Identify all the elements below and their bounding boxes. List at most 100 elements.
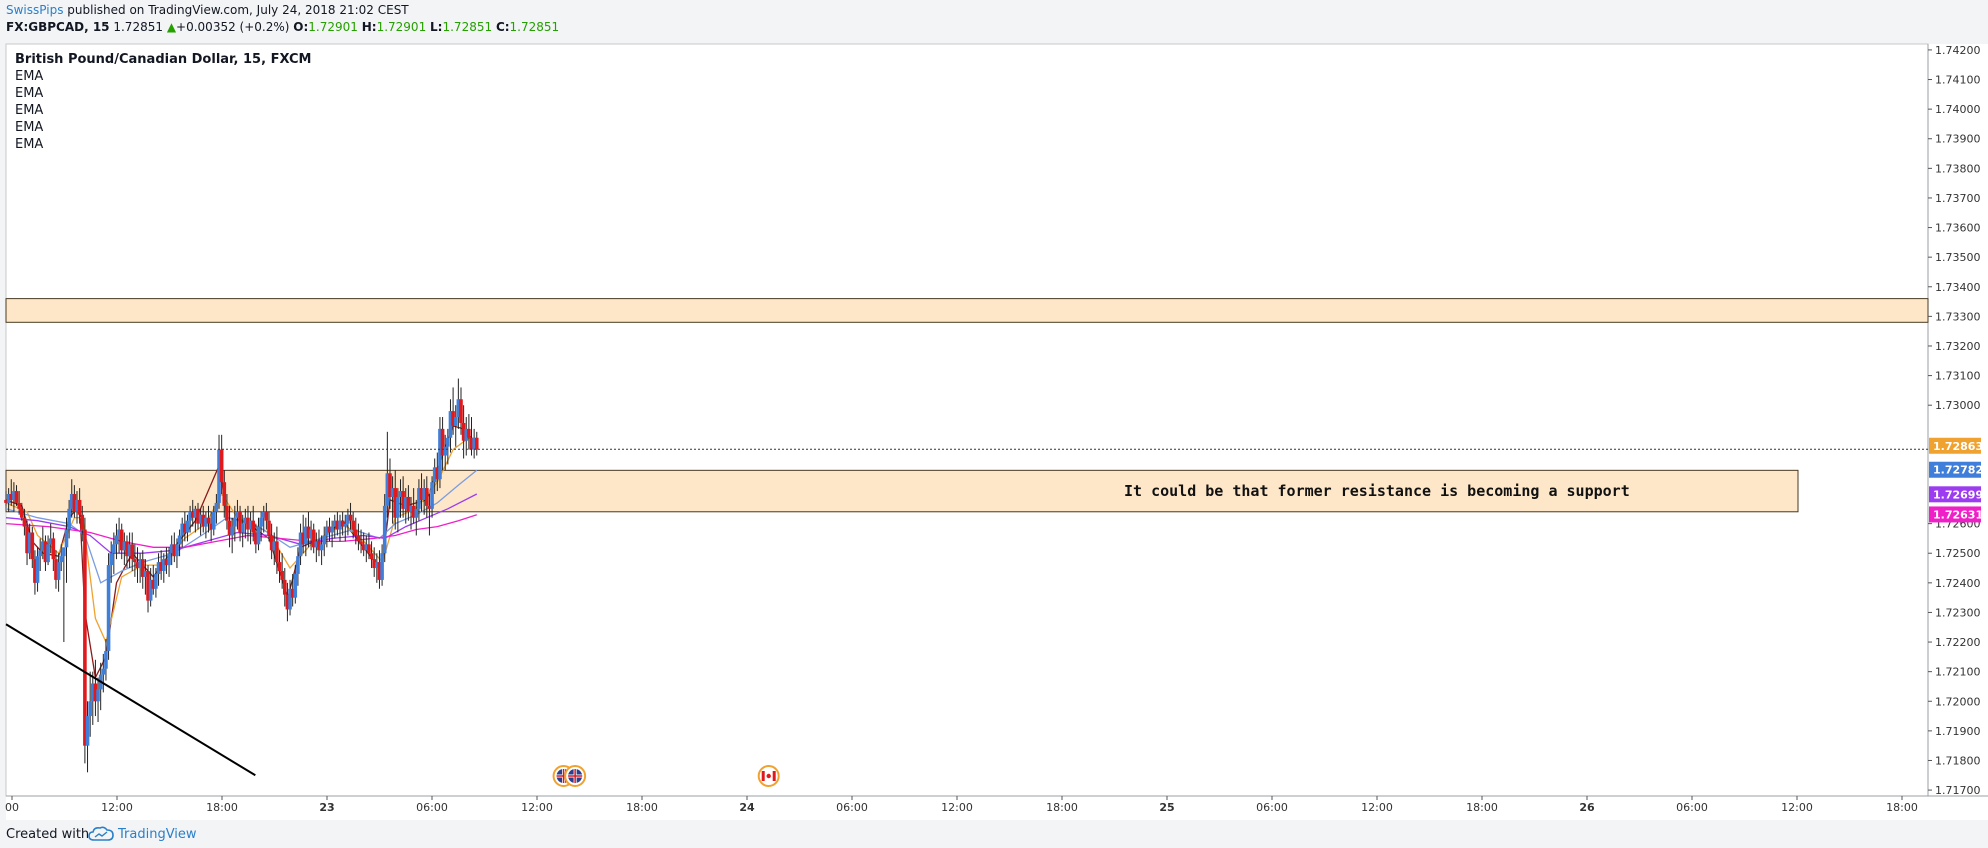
candle-up bbox=[64, 529, 69, 548]
candle-up bbox=[75, 499, 79, 512]
candle-down bbox=[4, 499, 8, 503]
price-tick-label: 1.71800 bbox=[1935, 754, 1981, 767]
candles bbox=[4, 378, 479, 773]
price-tick-label: 1.73200 bbox=[1935, 340, 1981, 353]
candle-up bbox=[85, 716, 90, 746]
legend-title: British Pound/Canadian Dollar, 15, FXCM bbox=[15, 52, 312, 67]
candle-down bbox=[317, 541, 321, 551]
price-label-value: 1.72631 bbox=[1933, 508, 1983, 521]
candle-down bbox=[440, 428, 445, 456]
candle-down bbox=[411, 505, 416, 518]
price-label-box bbox=[1929, 437, 1981, 454]
candle-up bbox=[298, 532, 303, 557]
price-tick-label: 1.73500 bbox=[1935, 251, 1981, 264]
candle-down bbox=[83, 529, 87, 746]
price-axis-labels: 1.72863 1.72782 1.72699 1.72631 bbox=[1929, 437, 1983, 523]
candle-down bbox=[285, 594, 290, 610]
price-tick-label: 1.71900 bbox=[1935, 725, 1981, 738]
candle-down bbox=[93, 683, 98, 702]
chart-legend: British Pound/Canadian Dollar, 15, FXCM … bbox=[15, 52, 312, 152]
candle-up bbox=[261, 511, 266, 518]
price-tick-label: 1.71700 bbox=[1935, 784, 1981, 797]
candle-up bbox=[106, 565, 111, 651]
price-tick-label: 1.73600 bbox=[1935, 222, 1981, 235]
price-change: +0.00352 (+0.2%) bbox=[176, 20, 290, 34]
candle-down bbox=[54, 559, 58, 580]
candle-up bbox=[382, 505, 387, 554]
candle-down bbox=[461, 422, 466, 441]
candle-up bbox=[338, 520, 342, 530]
candle-up bbox=[322, 535, 327, 545]
price-tick-label: 1.73900 bbox=[1935, 133, 1981, 146]
price-tick-label: 1.74100 bbox=[1935, 74, 1981, 87]
candle-down bbox=[306, 526, 311, 539]
time-tick-label: 12:00 bbox=[941, 801, 973, 814]
candle-up bbox=[46, 544, 50, 563]
candle-up bbox=[6, 494, 11, 503]
candle-up bbox=[325, 526, 329, 536]
close-value: 1.72851 bbox=[509, 20, 560, 34]
candle-up bbox=[48, 538, 53, 545]
candle-down bbox=[227, 520, 232, 536]
candle-down bbox=[359, 541, 363, 545]
candle-down bbox=[19, 508, 24, 518]
candle-down bbox=[17, 502, 21, 509]
candle-down bbox=[361, 544, 366, 551]
candle-up bbox=[414, 508, 419, 518]
candle-up bbox=[185, 520, 190, 533]
candle-down bbox=[206, 517, 211, 524]
candle-up bbox=[230, 526, 234, 536]
candle-up bbox=[259, 517, 263, 527]
price-label-value: 1.72699 bbox=[1933, 488, 1983, 501]
candle-down bbox=[327, 526, 332, 533]
symbol-label: FX:GBPCAD, 15 bbox=[6, 20, 110, 34]
legend-item-ema: EMA bbox=[15, 69, 43, 84]
candle-up bbox=[112, 544, 116, 554]
time-tick-label: 23 bbox=[319, 801, 334, 814]
candle-down bbox=[51, 538, 56, 560]
candle-down bbox=[225, 505, 229, 521]
candle-down bbox=[290, 588, 295, 598]
candle-down bbox=[267, 520, 271, 536]
candle-up bbox=[122, 541, 127, 551]
candle-down bbox=[467, 428, 471, 438]
price-tick-label: 1.74000 bbox=[1935, 103, 1981, 116]
price-chart[interactable]: It could be that former resistance is be… bbox=[0, 40, 1988, 820]
candle-down bbox=[33, 559, 37, 583]
trendline-segment bbox=[5, 623, 256, 777]
candle-down bbox=[264, 511, 269, 521]
candle-down bbox=[22, 517, 27, 527]
price-label-box bbox=[1929, 506, 1981, 523]
candle-down bbox=[238, 511, 242, 533]
candle-down bbox=[164, 559, 169, 566]
candle-up bbox=[211, 511, 216, 530]
candle-up bbox=[456, 399, 461, 418]
ema-line-5 bbox=[5, 514, 478, 548]
candle-down bbox=[125, 541, 129, 557]
candle-up bbox=[198, 514, 203, 524]
time-axis-background bbox=[6, 796, 1988, 820]
candle-down bbox=[351, 520, 355, 530]
candle-up bbox=[448, 411, 453, 438]
high-label: H: bbox=[361, 20, 377, 34]
legend-item-ema: EMA bbox=[15, 120, 43, 135]
tradingview-link[interactable]: TradingView bbox=[118, 827, 197, 842]
candle-up bbox=[67, 508, 71, 530]
candle-up bbox=[96, 689, 100, 702]
candle-up bbox=[180, 523, 185, 536]
candle-up bbox=[104, 650, 108, 669]
candle-up bbox=[385, 473, 390, 506]
candle-up bbox=[332, 520, 337, 527]
candle-down bbox=[25, 526, 29, 554]
author-link[interactable]: SwissPips bbox=[6, 3, 64, 17]
candle-down bbox=[348, 514, 353, 521]
candle-down bbox=[254, 532, 258, 545]
candle-up bbox=[27, 532, 32, 554]
candle-up bbox=[154, 573, 158, 589]
plot-background bbox=[5, 43, 1929, 797]
candle-down bbox=[425, 488, 429, 506]
price-label-box bbox=[1929, 486, 1981, 503]
candle-up bbox=[214, 502, 219, 512]
candle-up bbox=[41, 541, 45, 551]
candle-up bbox=[233, 517, 237, 527]
